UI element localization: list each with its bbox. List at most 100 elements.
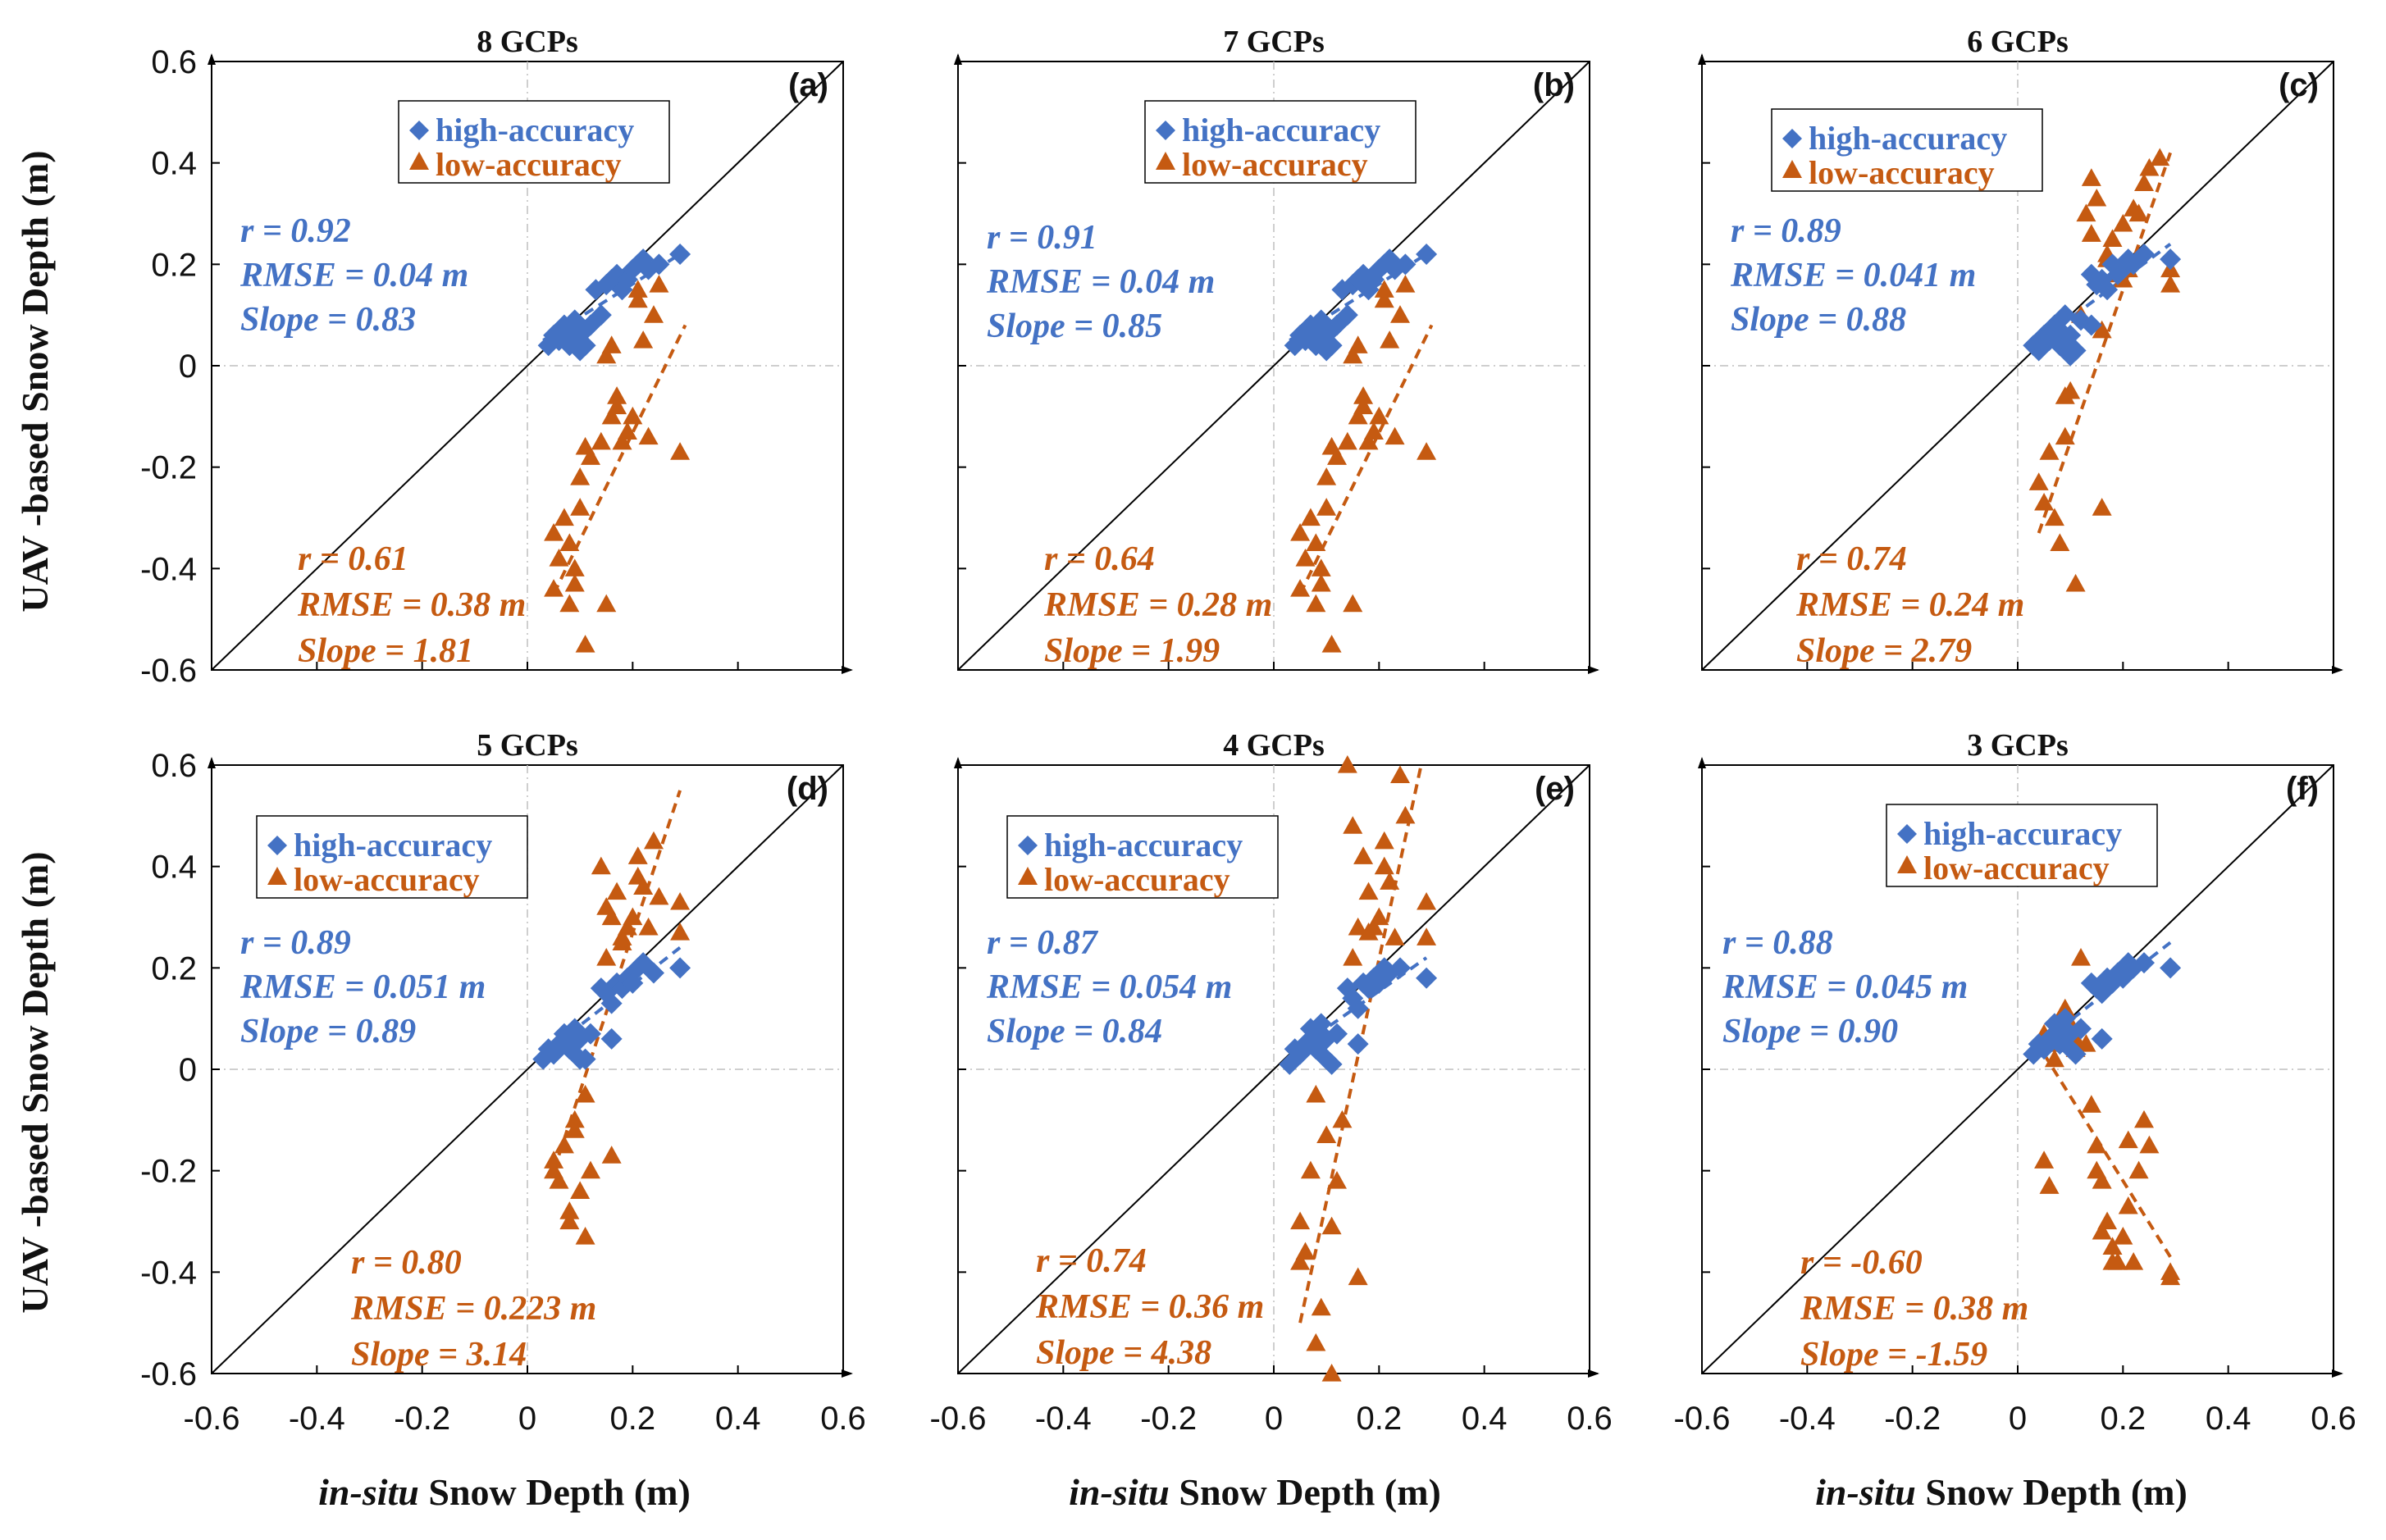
high-accuracy-stat: r = 0.87	[987, 924, 1099, 962]
high-accuracy-stat: Slope = 0.90	[1722, 1013, 1898, 1050]
low-accuracy-point	[575, 1227, 595, 1245]
low-accuracy-point	[2102, 1237, 2123, 1255]
low-accuracy-point	[581, 447, 600, 465]
high-accuracy-stat: Slope = 0.88	[1731, 301, 1906, 339]
low-accuracy-point	[1374, 856, 1394, 875]
low-accuracy-stat: Slope = 2.79	[1796, 632, 1972, 670]
panel-label: (a)	[788, 67, 828, 103]
low-accuracy-stat: RMSE = 0.28 m	[1043, 586, 1272, 624]
low-accuracy-point	[596, 594, 617, 613]
low-accuracy-point	[2139, 1135, 2160, 1154]
low-accuracy-point	[554, 1135, 574, 1154]
low-accuracy-point	[1321, 1216, 1342, 1235]
panel-label: (f)	[2286, 771, 2319, 807]
low-accuracy-point	[1358, 882, 1379, 900]
low-accuracy-point	[2050, 533, 2070, 552]
low-accuracy-point	[570, 1181, 591, 1199]
low-accuracy-point	[1369, 907, 1389, 926]
panel-label: (d)	[787, 771, 828, 807]
high-accuracy-point	[1347, 1033, 1369, 1055]
low-accuracy-point	[2055, 426, 2075, 445]
x-axis-title-col3: in-situ Snow Depth (m)	[1815, 1471, 2188, 1513]
low-accuracy-point	[638, 426, 659, 445]
low-accuracy-point	[2139, 157, 2160, 176]
legend-box	[1771, 108, 2043, 192]
high-accuracy-point	[2096, 279, 2119, 301]
low-accuracy-stat: r = 0.64	[1044, 540, 1155, 578]
y-tick-label: 0.2	[151, 950, 197, 986]
low-accuracy-point	[1363, 421, 1384, 440]
low-accuracy-point	[644, 831, 664, 850]
low-accuracy-point	[1395, 805, 1416, 824]
high-accuracy-point	[559, 1023, 581, 1045]
high-accuracy-point	[2160, 957, 2182, 979]
low-accuracy-point	[670, 442, 691, 460]
low-accuracy-point	[2060, 380, 2081, 399]
high-accuracy-stat: r = 0.91	[987, 219, 1097, 257]
low-accuracy-point	[2113, 1227, 2133, 1245]
high-accuracy-point	[1416, 967, 1438, 989]
panel-title: 3 GCPs	[1967, 728, 2069, 763]
low-accuracy-point	[1311, 573, 1331, 592]
legend-diamond-icon	[267, 836, 287, 855]
low-accuracy-point	[2113, 213, 2133, 232]
high-accuracy-point	[2049, 319, 2071, 341]
high-accuracy-point	[1416, 243, 1438, 265]
high-accuracy-point	[1316, 339, 1338, 362]
low-accuracy-point	[544, 1150, 564, 1169]
low-accuracy-stat: RMSE = 0.24 m	[1795, 586, 2024, 624]
y-tick-label: -0.6	[140, 653, 197, 689]
high-accuracy-point	[1305, 1023, 1327, 1045]
high-accuracy-point	[569, 339, 591, 362]
low-accuracy-stat: RMSE = 0.223 m	[350, 1290, 596, 1328]
low-accuracy-point	[1295, 548, 1316, 567]
high-accuracy-point	[1347, 997, 1369, 1019]
low-accuracy-point	[2044, 1049, 2064, 1068]
x-tick-label: 0	[2009, 1401, 2027, 1437]
high-accuracy-point	[2070, 1018, 2092, 1040]
low-accuracy-point	[1316, 467, 1337, 485]
low-accuracy-point	[1390, 765, 1410, 783]
high-accuracy-point	[2049, 1018, 2071, 1040]
low-accuracy-point	[2039, 1176, 2060, 1194]
high-accuracy-point	[600, 992, 623, 1014]
y-tick-label: -0.6	[140, 1356, 197, 1392]
legend-low-label: low-accuracy	[1923, 850, 2110, 886]
y-tick-label: -0.4	[140, 551, 197, 587]
low-accuracy-point	[559, 1211, 580, 1230]
low-accuracy-point	[1300, 508, 1321, 526]
low-accuracy-point	[607, 396, 627, 415]
y-tick-label: 0.6	[151, 44, 197, 80]
high-accuracy-point	[580, 1023, 601, 1045]
x-tick-label: -0.2	[1884, 1401, 1941, 1437]
legend-high-label: high-accuracy	[436, 112, 634, 148]
low-accuracy-point	[1290, 1251, 1311, 1270]
low-accuracy-point	[575, 436, 595, 455]
low-accuracy-point	[1390, 305, 1410, 323]
panel-label: (c)	[2279, 67, 2319, 103]
low-accuracy-point	[1316, 498, 1337, 516]
legend-high-label: high-accuracy	[1809, 120, 2007, 157]
low-accuracy-point	[1327, 1171, 1347, 1189]
y-tick-label: 0.2	[151, 247, 197, 283]
low-accuracy-point	[1306, 1084, 1326, 1103]
legend-low-label: low-accuracy	[436, 146, 622, 183]
high-accuracy-point	[2060, 1038, 2082, 1060]
low-accuracy-point	[1417, 891, 1437, 910]
low-accuracy-point	[601, 907, 622, 926]
low-accuracy-point	[2092, 498, 2112, 516]
high-accuracy-point	[2133, 952, 2155, 974]
low-accuracy-point	[1353, 396, 1374, 415]
legend-high-label: high-accuracy	[1182, 112, 1380, 148]
high-accuracy-stat: r = 0.89	[240, 924, 351, 962]
low-accuracy-point	[607, 386, 627, 404]
low-accuracy-point	[2076, 203, 2096, 222]
low-accuracy-stat: r = 0.80	[351, 1244, 462, 1282]
low-accuracy-point	[1332, 1109, 1353, 1128]
one-to-one-line	[211, 61, 844, 671]
high-accuracy-point	[1316, 1048, 1338, 1070]
y-tick-label: -0.4	[140, 1255, 197, 1291]
low-accuracy-point	[591, 431, 611, 450]
